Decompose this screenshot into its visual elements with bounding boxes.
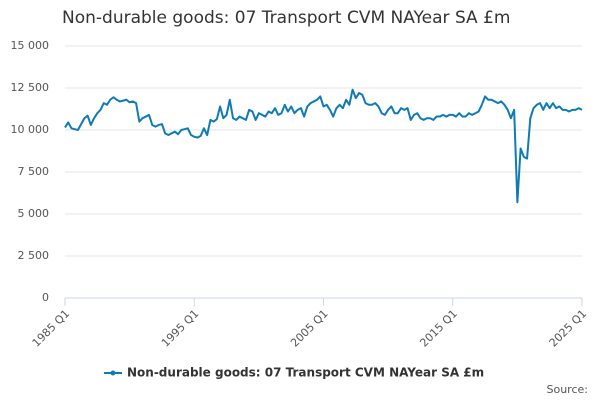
y-tick-label: 2 500 — [18, 249, 50, 262]
series-line — [64, 88, 583, 204]
source: Source: — [547, 383, 589, 396]
x-tick-label: 2025 Q1 — [547, 307, 590, 350]
y-tick-label: 10 000 — [11, 123, 50, 136]
chart-title: Non-durable goods: 07 Transport CVM NAYe… — [62, 8, 510, 28]
legend-label: Non-durable goods: 07 Transport CVM NAYe… — [127, 366, 484, 380]
y-tick-label: 7 500 — [18, 165, 50, 178]
x-tick-label: 1995 Q1 — [159, 307, 202, 350]
x-tick-label: 2005 Q1 — [288, 307, 331, 350]
y-tick-label: 0 — [42, 291, 49, 304]
y-tick-label: 5 000 — [18, 207, 50, 220]
x-tick-label: 1985 Q1 — [30, 307, 73, 350]
legend-marker — [110, 370, 116, 376]
x-tick-label: 2015 Q1 — [417, 307, 460, 350]
y-tick-label: 12 500 — [11, 81, 50, 94]
y-tick-label: 15 000 — [11, 39, 50, 52]
